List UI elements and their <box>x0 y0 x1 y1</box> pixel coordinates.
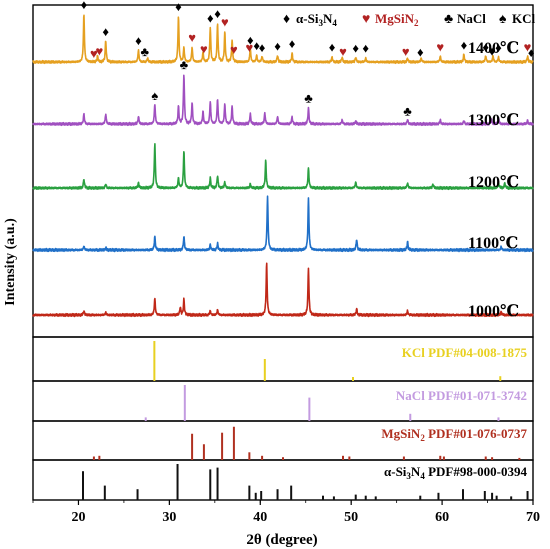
phase-marker: ♦ <box>175 0 182 14</box>
phase-marker: ♦ <box>495 40 502 55</box>
phase-marker: ♦ <box>528 45 535 60</box>
phase-marker: ♥ <box>200 41 208 56</box>
phase-marker: ♣ <box>141 44 150 59</box>
phase-markers: ♦♥♥♦♦♣♦♥♥♦ ♦♥♥ ♥♦ ♦♦ ♦ ♦ ♦ ♥ ♦ ♦ ♥ ♦ ♥ ♦ ♦ ♦ ♦ ♥♦♠♣♣♣ <box>81 0 535 118</box>
series-line <box>32 262 534 318</box>
legend-label: NaCl <box>457 11 486 26</box>
phase-marker: ♦ <box>102 24 109 39</box>
series-label: 1400℃ <box>468 40 519 57</box>
phase-marker: ♦ <box>362 41 369 56</box>
phase-marker: ♦ <box>247 32 254 47</box>
reference-label: MgSiN2 PDF#01-076-0737 <box>381 426 527 443</box>
phase-marker: ♣ <box>180 57 189 72</box>
series-line <box>32 195 534 253</box>
legend-symbol: ♣ <box>444 12 453 27</box>
reference-label: KCl PDF#04-008-1875 <box>402 345 528 360</box>
phase-marker: ♦ <box>253 38 260 53</box>
phase-marker: ♦ <box>259 40 266 55</box>
x-tick-label: 50 <box>344 510 358 525</box>
legend-symbol: ♠ <box>499 12 507 27</box>
phase-marker: ♣ <box>403 103 412 118</box>
legend: ♦ α-Si3N4 ♥ MgSiN2 ♣ NaCl ♠ KCl <box>283 11 536 28</box>
phase-marker: ♦ <box>461 37 468 52</box>
legend-symbol: ♥ <box>362 12 370 27</box>
phase-marker: ♥ <box>246 40 254 55</box>
phase-marker: ♠ <box>151 88 158 103</box>
series-line <box>32 74 534 127</box>
phase-marker: ♦ <box>81 0 88 12</box>
y-axis-label: Intensity (a.u.) <box>3 218 18 306</box>
phase-marker: ♥ <box>339 44 347 59</box>
x-axis: 20 30 40 50 60 70 <box>32 500 540 525</box>
panels <box>32 4 534 501</box>
series-label: 1000℃ <box>468 303 519 320</box>
phase-marker: ♥ <box>221 15 229 30</box>
phase-marker: ♥ <box>230 42 238 57</box>
x-tick-label: 60 <box>435 510 449 525</box>
phase-marker: ♦ <box>274 39 281 54</box>
reference-label: α-Si3N4 PDF#98-000-0394 <box>384 464 528 481</box>
phase-marker: ♦ <box>417 45 424 60</box>
phase-marker: ♦ <box>289 36 296 51</box>
legend-label: KCl <box>512 11 536 26</box>
x-axis-label: 2θ (degree) <box>246 532 317 548</box>
phase-marker: ♥ <box>96 43 104 58</box>
series-line <box>32 143 534 191</box>
x-tick-label: 70 <box>526 510 540 525</box>
phase-marker: ♦ <box>352 40 359 55</box>
legend-label: α-Si3N4 <box>296 11 337 28</box>
phase-marker: ♦ <box>329 40 336 55</box>
x-tick-label: 20 <box>71 510 85 525</box>
reference-label: NaCl PDF#01-071-3742 <box>396 388 527 403</box>
legend-symbol: ♦ <box>283 12 290 27</box>
phase-marker: ♥ <box>90 46 98 61</box>
phase-marker: ♣ <box>304 90 313 105</box>
phase-marker: ♥ <box>436 40 444 55</box>
phase-marker: ♥ <box>188 30 196 45</box>
reference-patterns: KCl PDF#04-008-1875 NaCl PDF#01-071-3742 M… <box>82 341 529 500</box>
series-label: 1100℃ <box>468 235 518 252</box>
phase-marker: ♦ <box>482 39 489 54</box>
series-line <box>32 14 534 65</box>
phase-marker: ♥ <box>524 40 532 55</box>
series-label: 1200℃ <box>468 174 519 191</box>
phase-marker: ♦ <box>214 6 221 21</box>
phase-marker: ♦ <box>135 33 142 48</box>
x-tick-label: 30 <box>162 510 176 525</box>
diffraction-patterns: 1400℃ 1300℃ 1200℃ 1100℃ 1000℃ <box>32 14 534 320</box>
legend-label: MgSiN2 <box>375 11 419 28</box>
phase-marker: ♦ <box>207 11 214 26</box>
phase-marker: ♦ <box>489 44 496 59</box>
x-tick-label: 40 <box>253 510 267 525</box>
phase-marker: ♥ <box>402 44 410 59</box>
series-label: 1300℃ <box>468 112 519 129</box>
